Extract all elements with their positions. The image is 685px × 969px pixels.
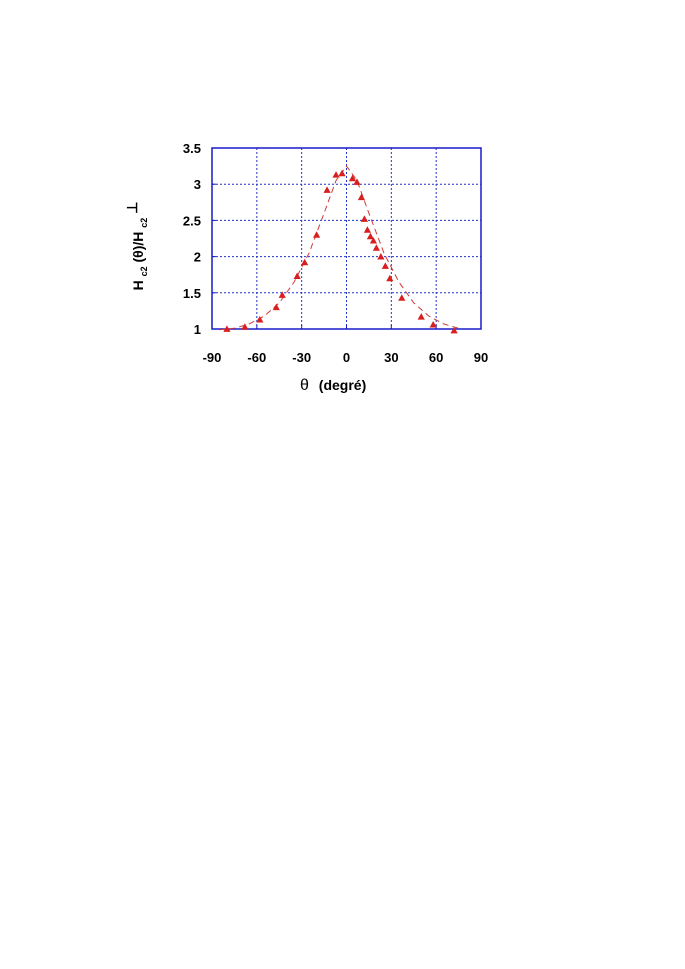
x-tick-label: 90 xyxy=(474,350,488,365)
y-label-sub2: c2 xyxy=(139,218,149,228)
data-point-triangle xyxy=(293,272,301,280)
x-axis-symbol: θ xyxy=(300,377,309,394)
y-tick-label: 3.5 xyxy=(183,141,201,156)
y-label-h: H xyxy=(130,280,146,290)
data-point-triangle xyxy=(272,303,280,311)
data-point-triangle xyxy=(377,253,385,260)
y-label-mid: (θ)/H xyxy=(130,232,146,263)
fit-curve xyxy=(219,165,459,331)
data-point-triangle xyxy=(366,232,375,240)
data-point-triangle xyxy=(369,237,377,244)
x-tick-label: -90 xyxy=(203,350,222,365)
x-axis-label: θ (degré) xyxy=(300,377,366,394)
data-point-triangle xyxy=(357,193,366,201)
data-point-triangle xyxy=(241,323,249,330)
y-tick-label: 3 xyxy=(194,177,201,192)
data-point-triangle xyxy=(372,244,380,251)
data-point-triangle xyxy=(381,262,389,269)
y-tick-label: 1.5 xyxy=(183,286,201,301)
x-tick-label: 30 xyxy=(384,350,398,365)
x-axis-unit: (degré) xyxy=(319,377,366,393)
data-point-triangle xyxy=(338,169,346,177)
x-tick-label: -30 xyxy=(292,350,311,365)
data-point-triangle xyxy=(332,171,340,178)
data-point-triangle xyxy=(256,315,264,323)
data-point-triangle xyxy=(398,294,406,301)
y-axis-label: H c2 (θ)/H c2 ⊥ xyxy=(124,202,150,291)
x-tick-label: -60 xyxy=(247,350,266,365)
data-point-triangle xyxy=(323,186,331,193)
data-point-triangle xyxy=(353,178,361,185)
y-label-perp: ⊥ xyxy=(124,202,140,214)
y-tick-label: 2.5 xyxy=(183,213,201,228)
y-label-sub1: c2 xyxy=(139,266,149,276)
x-tick-label: 60 xyxy=(429,350,443,365)
data-point-triangle xyxy=(348,174,357,182)
data-point-triangle xyxy=(386,274,394,282)
data-point-triangle xyxy=(360,215,369,222)
data-point-triangle xyxy=(363,226,372,233)
data-point-triangle xyxy=(301,258,309,266)
y-tick-labels: 1 1.5 2 2.5 3 3.5 xyxy=(183,141,216,337)
grid xyxy=(212,148,481,329)
data-point-triangle xyxy=(450,326,458,334)
data-point-triangle xyxy=(313,231,321,238)
y-tick-label: 1 xyxy=(194,322,201,337)
x-tick-labels: -90 -60 -30 0 30 60 90 xyxy=(203,325,488,365)
x-tick-label: 0 xyxy=(343,350,350,365)
data-point-triangle xyxy=(223,325,231,332)
data-points xyxy=(223,169,458,334)
data-point-triangle xyxy=(429,321,437,328)
data-point-triangle xyxy=(417,313,425,320)
y-tick-label: 2 xyxy=(194,250,201,265)
data-point-triangle xyxy=(278,291,286,298)
